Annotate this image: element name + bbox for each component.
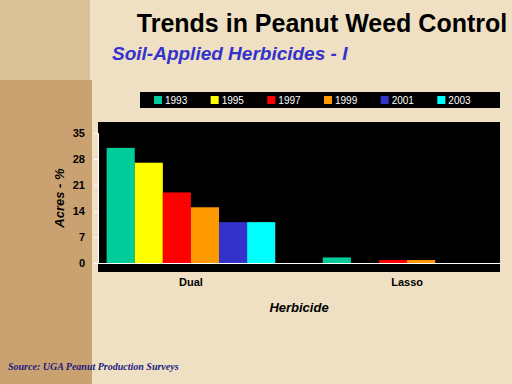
y-tick-mark <box>94 133 98 134</box>
bar <box>163 192 191 263</box>
background <box>0 0 512 384</box>
title: Trends in Peanut Weed Control <box>137 9 507 37</box>
chart: Trends in Peanut Weed Control Soil-Applie… <box>0 0 512 384</box>
x-axis-line <box>99 263 501 264</box>
bar <box>191 207 219 263</box>
y-tick: 0 <box>79 257 98 269</box>
y-tick: 7 <box>79 231 98 243</box>
legend-swatch <box>267 96 275 104</box>
legend-swatch <box>437 96 445 104</box>
corner-decor <box>0 0 90 80</box>
legend-label: 1995 <box>222 95 245 106</box>
y-tick: 35 <box>73 127 98 139</box>
y-axis: 0 7 14 21 28 35 <box>73 127 99 269</box>
x-axis: Dual Lasso <box>99 263 501 288</box>
x-tick-label: Dual <box>179 276 203 288</box>
y-tick-label: 28 <box>73 153 85 165</box>
subtitle: Soil-Applied Herbicides - I <box>112 43 348 64</box>
y-tick-label: 21 <box>73 179 85 191</box>
legend-label: 1997 <box>278 95 301 106</box>
source: Source: UGA Peanut Production Surveys <box>8 361 179 372</box>
legend-box <box>140 92 500 108</box>
legend-swatch <box>154 96 162 104</box>
legend-label: 2001 <box>392 95 415 106</box>
x-tick-label: Lasso <box>391 276 423 288</box>
y-axis-line <box>94 134 99 264</box>
legend-swatch <box>381 96 389 104</box>
y-tick-mark <box>94 263 98 264</box>
legend-label: 2003 <box>448 95 471 106</box>
y-tick: 21 <box>73 179 98 191</box>
y-tick: 14 <box>73 205 98 217</box>
y-tick: 28 <box>73 153 98 165</box>
y-tick-label: 7 <box>79 231 85 243</box>
y-tick-label: 14 <box>73 205 86 217</box>
bar <box>323 257 351 263</box>
bar <box>379 260 407 263</box>
y-tick-label: 35 <box>73 127 85 139</box>
legend-label: 1993 <box>165 95 188 106</box>
plot-background <box>98 122 500 272</box>
bar <box>135 163 163 263</box>
bar <box>247 222 275 263</box>
y-tick-mark <box>94 159 98 160</box>
y-tick-mark <box>94 211 98 212</box>
x-tick: Dual <box>179 263 203 288</box>
legend-label: 1999 <box>335 95 358 106</box>
y-tick-mark <box>94 237 98 238</box>
x-tick: Lasso <box>391 263 423 288</box>
y-tick-label: 0 <box>79 257 85 269</box>
bars <box>107 148 436 263</box>
legend-swatch <box>211 96 219 104</box>
y-axis-title: Acres - % <box>52 168 67 229</box>
bar <box>435 263 463 264</box>
bar <box>219 222 247 263</box>
bar <box>407 260 435 263</box>
bar <box>351 263 379 264</box>
side-band <box>0 80 92 384</box>
y-tick-mark <box>94 185 98 186</box>
legend: 1993 1995 1997 1999 2001 2003 <box>140 92 500 108</box>
bar <box>107 148 135 263</box>
bar <box>463 263 491 264</box>
legend-swatch <box>324 96 332 104</box>
x-axis-title: Herbicide <box>269 300 328 315</box>
